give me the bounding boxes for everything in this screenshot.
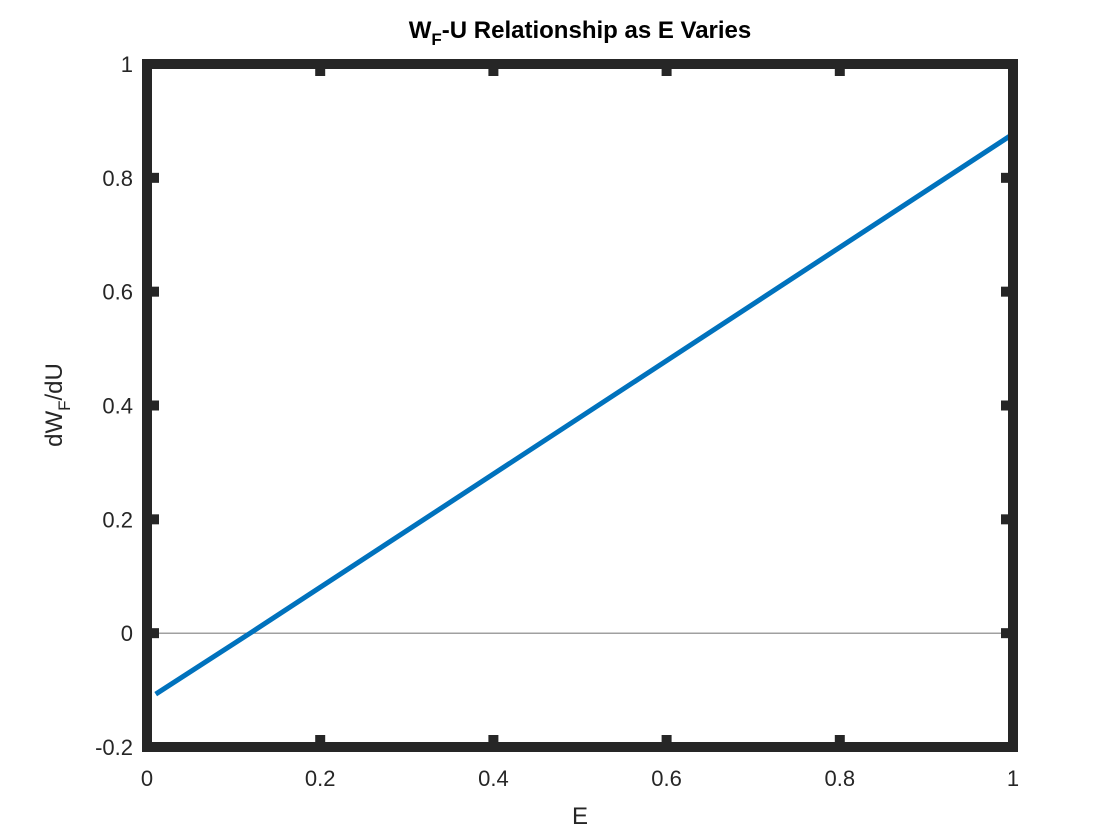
y-tick-labels: -0.2 0 0.2 0.4 0.6 0.8 1	[95, 52, 133, 760]
x-tick-label: 0.4	[478, 766, 509, 791]
series-layer	[154, 131, 1015, 697]
y-tick-label: 0.6	[102, 280, 133, 305]
x-tick-labels: 0 0.2 0.4 0.6 0.8 1	[141, 766, 1019, 791]
chart-title: WF-U Relationship as E Varies	[409, 17, 752, 49]
x-tick-label: 0.8	[825, 766, 856, 791]
chart-title-subscript: F	[431, 30, 441, 49]
y-tick-label: 0.2	[102, 507, 133, 532]
x-tick-label: 0	[141, 766, 153, 791]
y-tick-label: 0.8	[102, 166, 133, 191]
y-tick-label: 1	[121, 52, 133, 77]
tick-mark-layer	[142, 59, 1018, 752]
x-tick-label: 1	[1007, 766, 1019, 791]
series-line-0	[154, 131, 1015, 697]
y-axis-label: dWF/dU	[41, 363, 74, 447]
y-tick-label: 0	[121, 621, 133, 646]
y-axis-label-subscript: F	[55, 400, 74, 410]
x-tick-label: 0.6	[651, 766, 682, 791]
x-tick-label: 0.2	[305, 766, 336, 791]
y-tick-label: -0.2	[95, 735, 133, 760]
y-tick-label: 0.4	[102, 394, 133, 419]
x-axis-label: E	[572, 803, 588, 830]
plot-frame	[142, 59, 1018, 752]
